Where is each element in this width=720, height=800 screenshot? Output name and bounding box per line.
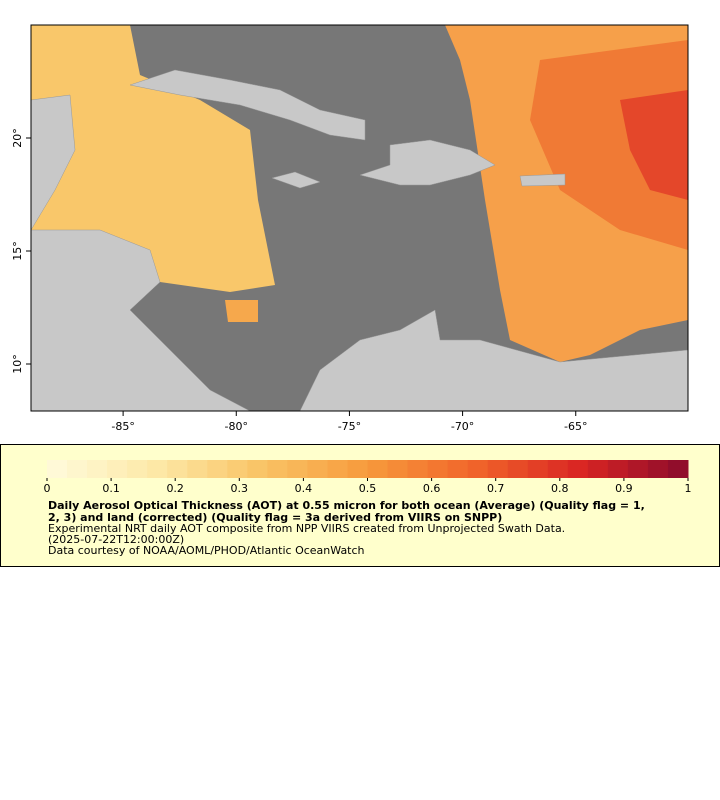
colorbar-tick-label: 0.1 <box>102 482 120 495</box>
legend-title: 2, 3) and land (corrected) (Quality flag… <box>48 511 502 524</box>
land <box>519 173 566 187</box>
y-tick-label: 15° <box>11 241 24 260</box>
x-tick-label: -70° <box>451 420 474 433</box>
colorbar-tick-label: 0.7 <box>487 482 505 495</box>
colorbar-tick-label: 0.8 <box>551 482 569 495</box>
colorbar-cell <box>187 460 208 478</box>
legend-text: Experimental NRT daily AOT composite fro… <box>48 522 565 535</box>
colorbar-cell <box>227 460 248 478</box>
aot-region <box>31 25 275 292</box>
colorbar-cell <box>487 460 509 478</box>
colorbar-cell <box>327 460 348 478</box>
colorbar-cell <box>507 460 529 478</box>
colorbar-cell <box>387 460 409 478</box>
aot-region <box>620 90 688 200</box>
land <box>129 69 366 141</box>
colorbar-cell <box>567 460 589 478</box>
colorbar-tick-label: 0.4 <box>295 482 313 495</box>
aot-region <box>225 300 258 322</box>
colorbar-cell <box>307 460 328 478</box>
land <box>271 171 321 189</box>
colorbar-cell <box>207 460 228 478</box>
colorbar-cell <box>667 460 689 478</box>
aot-region <box>530 40 688 250</box>
colorbar-cell <box>107 460 128 478</box>
colorbar-cell <box>627 460 649 478</box>
legend-title: Daily Aerosol Optical Thickness (AOT) at… <box>48 499 645 512</box>
colorbar-cell <box>587 460 609 478</box>
colorbar-cell <box>447 460 469 478</box>
colorbar-cell <box>547 460 569 478</box>
x-tick-label: -65° <box>564 420 587 433</box>
colorbar-cell <box>367 460 389 478</box>
colorbar-cell <box>67 460 88 478</box>
colorbar-cell <box>427 460 449 478</box>
colorbar-tick-label: 1 <box>685 482 692 495</box>
colorbar-cell <box>467 460 489 478</box>
x-tick-label: -85° <box>111 420 134 433</box>
colorbar-tick-label: 0.5 <box>359 482 377 495</box>
colorbar-tick-label: 0.9 <box>615 482 633 495</box>
colorbar-cell <box>127 460 148 478</box>
y-tick-label: 20° <box>11 128 24 148</box>
map <box>30 24 689 412</box>
land <box>359 139 496 186</box>
legend-text: (2025-07-22T12:00:00Z) <box>48 533 184 546</box>
y-tick-label: 10° <box>11 354 24 374</box>
colorbar-cell <box>527 460 549 478</box>
colorbar-tick-label: 0 <box>44 482 51 495</box>
colorbar-cell <box>87 460 108 478</box>
colorbar-cell <box>267 460 288 478</box>
colorbar-cell <box>287 460 308 478</box>
colorbar-cell <box>247 460 268 478</box>
colorbar-cell <box>647 460 669 478</box>
colorbar-cell <box>47 460 68 478</box>
colorbar-tick-label: 0.2 <box>166 482 184 495</box>
colorbar-cell <box>407 460 429 478</box>
x-tick-label: -80° <box>225 420 248 433</box>
x-tick-label: -75° <box>338 420 361 433</box>
colorbar-cell <box>167 460 188 478</box>
colorbar-cell <box>147 460 168 478</box>
colorbar: 0 0.1 0.2 0.3 0.4 0.5 0.6 0.7 0.8 0.9 1 <box>44 460 692 495</box>
map-frame <box>30 24 689 412</box>
colorbar-cell <box>607 460 629 478</box>
colorbar-tick-label: 0.3 <box>231 482 249 495</box>
colorbar-cell <box>347 460 368 478</box>
legend-text: Data courtesy of NOAA/AOML/PHOD/Atlantic… <box>48 544 365 557</box>
colorbar-tick-label: 0.6 <box>423 482 441 495</box>
